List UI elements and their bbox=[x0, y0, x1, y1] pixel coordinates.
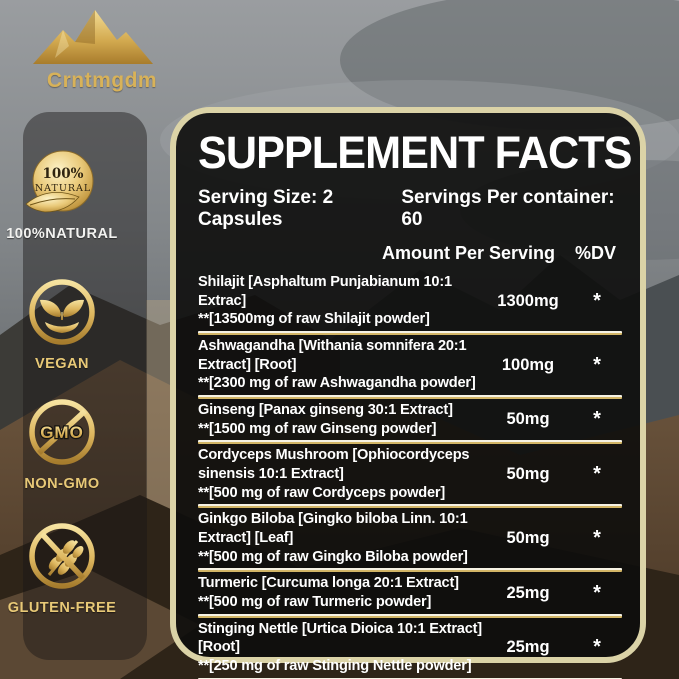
ingredient-amount: 25mg bbox=[506, 583, 550, 602]
no-gmo-icon: GMO bbox=[29, 399, 95, 465]
vegan-leaves-icon bbox=[29, 279, 95, 345]
ingredient-amount: 25mg bbox=[506, 638, 550, 657]
ingredient-amount: 50mg bbox=[506, 410, 550, 429]
ingredient-name: Cordyceps Mushroom [Ophiocordyceps sinen… bbox=[198, 446, 484, 502]
row-divider bbox=[198, 504, 622, 509]
ingredient-name: Ginkgo Biloba [Gingko biloba Linn. 10:1 … bbox=[198, 510, 484, 566]
ingredient-dv: * bbox=[593, 636, 601, 659]
brand-name: Crntmgdm bbox=[46, 69, 158, 92]
ingredient-row: Ginseng [Panax ginseng 30:1 Extract] **[… bbox=[198, 399, 622, 440]
badge-gluten-free: GLUTEN-FREE bbox=[0, 516, 124, 616]
ingredient-raw-equivalent: **[2300 mg of raw Ashwagandha powder] bbox=[198, 375, 476, 392]
amount-header-row: Amount Per Serving %DV bbox=[198, 239, 622, 270]
natural-seal-icon: 100% NATURAL bbox=[25, 150, 94, 213]
ingredient-raw-equivalent: **[500 mg of raw Gingko Biloba powder] bbox=[198, 548, 468, 565]
ingredient-row: Turmeric [Curcuma longa 20:1 Extract] **… bbox=[198, 572, 622, 613]
ingredient-raw-equivalent: **[1500 mg of raw Ginseng powder] bbox=[198, 420, 437, 437]
ingredient-dv: * bbox=[593, 353, 601, 376]
ingredient-name: Shilajit [Asphaltum Punjabianum 10:1 Ext… bbox=[198, 273, 484, 329]
ingredient-raw-equivalent: **[500 mg of raw Turmeric powder] bbox=[198, 594, 432, 611]
supplement-facts-panel: SUPPLEMENT FACTS Serving Size: 2 Capsule… bbox=[170, 107, 646, 679]
servings-per-container: Servings Per container: 60 bbox=[401, 187, 615, 230]
svg-text:100%: 100% bbox=[42, 166, 83, 182]
badge-non-gmo: GMO NON-GMO bbox=[0, 392, 124, 492]
badge-label: VEGAN bbox=[34, 356, 90, 372]
ingredient-dv: * bbox=[593, 289, 601, 312]
facts-title: SUPPLEMENT FACTS bbox=[198, 127, 632, 178]
ingredient-amount: 100mg bbox=[501, 355, 555, 374]
ingredient-raw-equivalent: **[13500mg of raw Shilajit powder] bbox=[198, 311, 430, 328]
ingredient-raw-equivalent: **[250 mg of raw Stinging Nettle powder] bbox=[198, 658, 472, 675]
facts-rows: Shilajit [Asphaltum Punjabianum 10:1 Ext… bbox=[198, 271, 622, 679]
ingredient-dv: * bbox=[593, 526, 601, 549]
badge-label: 100%NATURAL bbox=[6, 226, 118, 242]
row-divider bbox=[198, 395, 622, 400]
badge-label: GLUTEN-FREE bbox=[7, 600, 117, 616]
ingredient-amount: 50mg bbox=[506, 464, 550, 483]
ingredient-row: Stinging Nettle [Urtica Dioica 10:1 Extr… bbox=[198, 618, 622, 678]
badge-vegan: VEGAN bbox=[0, 272, 124, 372]
row-divider bbox=[198, 568, 622, 573]
ingredient-name: Turmeric [Curcuma longa 20:1 Extract] **… bbox=[198, 574, 484, 611]
row-divider bbox=[198, 331, 622, 336]
brand-logo: Crntmgdm bbox=[22, 6, 182, 93]
ingredient-name: Stinging Nettle [Urtica Dioica 10:1 Extr… bbox=[198, 620, 484, 676]
mountain-logo-icon bbox=[33, 10, 153, 64]
ingredient-row: Cordyceps Mushroom [Ophiocordyceps sinen… bbox=[198, 444, 622, 504]
badge-100-natural: 100% NATURAL 100%NATURAL bbox=[0, 148, 124, 242]
ingredient-row: Ashwagandha [Withania somnifera 20:1 Ext… bbox=[198, 335, 622, 395]
amount-per-serving-header: Amount Per Serving bbox=[381, 243, 555, 263]
serving-size: Serving Size: 2 Capsules bbox=[198, 187, 334, 230]
ingredient-name: Ginseng [Panax ginseng 30:1 Extract] **[… bbox=[198, 401, 484, 438]
ingredient-amount: 50mg bbox=[506, 528, 550, 547]
ingredient-amount: 1300mg bbox=[497, 291, 559, 310]
svg-text:NATURAL: NATURAL bbox=[35, 183, 91, 194]
row-divider bbox=[198, 440, 622, 445]
serving-info-row: Serving Size: 2 Capsules Servings Per co… bbox=[198, 187, 622, 239]
ingredient-dv: * bbox=[593, 581, 601, 604]
ingredient-row: Ginkgo Biloba [Gingko biloba Linn. 10:1 … bbox=[198, 508, 622, 568]
ingredient-raw-equivalent: **[500 mg of raw Cordyceps powder] bbox=[198, 484, 446, 501]
row-divider bbox=[198, 613, 622, 618]
badge-label: NON-GMO bbox=[24, 476, 100, 492]
dv-header: %DV bbox=[574, 243, 616, 263]
ingredient-row: Shilajit [Asphaltum Punjabianum 10:1 Ext… bbox=[198, 271, 622, 331]
ingredient-dv: * bbox=[593, 408, 601, 431]
ingredient-dv: * bbox=[593, 462, 601, 485]
svg-text:GMO: GMO bbox=[40, 423, 84, 442]
ingredient-name: Ashwagandha [Withania somnifera 20:1 Ext… bbox=[198, 337, 484, 393]
row-divider bbox=[198, 677, 622, 679]
no-gluten-wheat-icon bbox=[29, 523, 95, 589]
